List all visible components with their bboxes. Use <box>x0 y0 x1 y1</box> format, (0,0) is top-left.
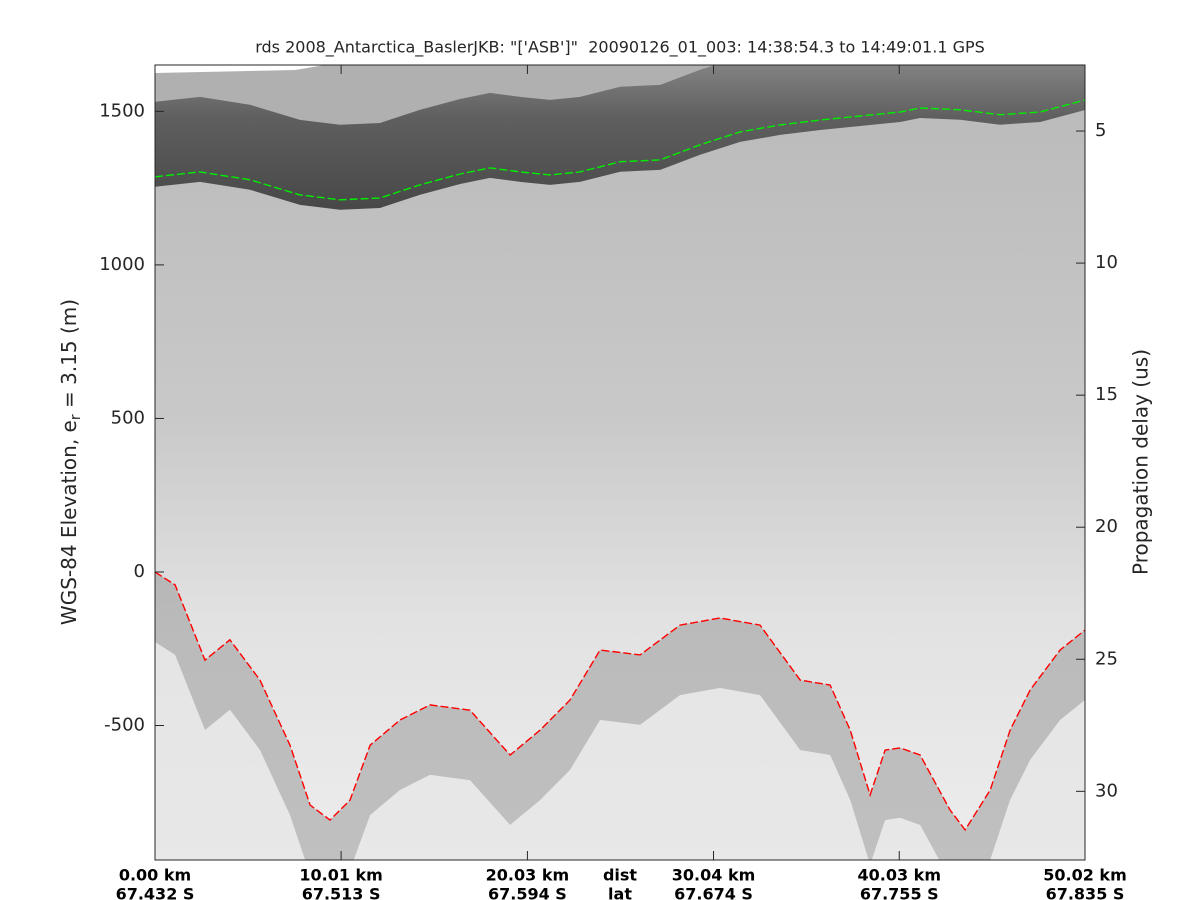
y-tick-label: 1500 <box>99 100 145 121</box>
y2-tick-label: 20 <box>1095 516 1118 537</box>
bed-shadow <box>155 572 1085 860</box>
y2-tick-label: 15 <box>1095 384 1118 405</box>
surface-band <box>155 65 1085 210</box>
x-tick-label: 50.02 km <box>1043 866 1127 885</box>
y2-axis-label: Propagation delay (us) <box>1129 349 1153 575</box>
x-tick-lat: 67.755 S <box>860 885 939 900</box>
y-label-subscript: r <box>68 414 84 420</box>
chart-title: rds 2008_Antarctica_BaslerJKB: "['ASB']"… <box>255 38 985 58</box>
y-tick-label: 1000 <box>99 254 145 275</box>
x-axis-label: dist <box>603 866 637 885</box>
top-clutter <box>155 65 1085 125</box>
layer-line <box>155 99 1085 201</box>
x2-axis-label: lat <box>608 885 632 900</box>
plot-area <box>155 65 1085 860</box>
x-tick-lat: 67.513 S <box>302 885 381 900</box>
below-bed <box>155 642 1085 860</box>
y-label-part: = 3.15 (m) <box>57 299 81 414</box>
y-axis-label: WGS-84 Elevation, er = 3.15 (m) <box>57 299 85 625</box>
x-tick-label: 10.01 km <box>299 866 383 885</box>
x-tick-label: 40.03 km <box>858 866 942 885</box>
x-tick-label: 0.00 km <box>119 866 191 885</box>
y-label-part: WGS-84 Elevation, e <box>57 420 81 625</box>
top-notch <box>155 65 325 73</box>
x-tick-lat: 67.674 S <box>674 885 753 900</box>
y-tick-label: -500 <box>104 715 145 736</box>
x-tick-label: 20.03 km <box>486 866 570 885</box>
x-tick-lat: 67.835 S <box>1046 885 1125 900</box>
y2-tick-label: 5 <box>1095 120 1106 141</box>
x-tick-label: 30.04 km <box>672 866 756 885</box>
y2-tick-label: 10 <box>1095 252 1118 273</box>
y2-tick-label: 30 <box>1095 780 1118 801</box>
x-tick-lat: 67.432 S <box>116 885 195 900</box>
x-tick-lat: 67.594 S <box>488 885 567 900</box>
y2-tick-label: 25 <box>1095 648 1118 669</box>
y-tick-label: 0 <box>134 561 145 582</box>
layer-line <box>155 571 1085 832</box>
axes-frame <box>154 64 1086 861</box>
y-tick-label: 500 <box>111 407 145 428</box>
